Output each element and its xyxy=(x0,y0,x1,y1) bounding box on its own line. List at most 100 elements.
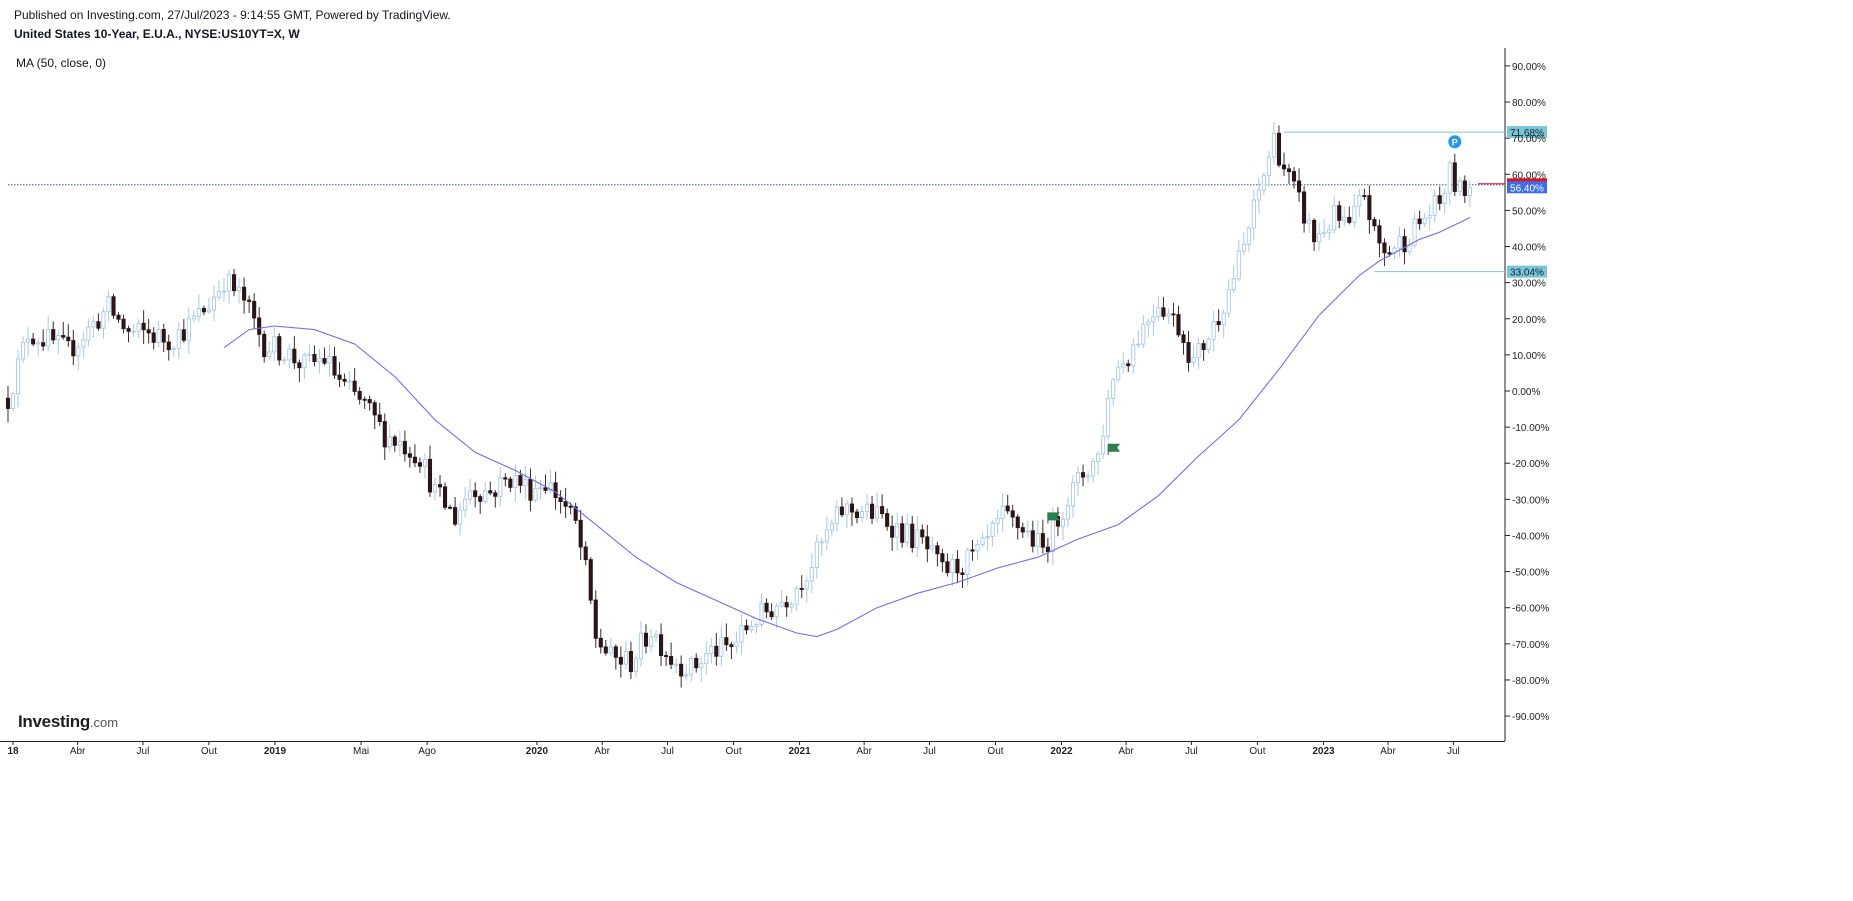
candle xyxy=(734,631,739,654)
candle-body xyxy=(1030,530,1035,547)
candle-body xyxy=(854,511,860,519)
candle-body xyxy=(714,645,719,657)
candle-body xyxy=(1407,244,1412,253)
x-tick-label: Out xyxy=(987,746,1003,757)
candle xyxy=(161,323,166,352)
candle xyxy=(86,318,91,347)
candle-body xyxy=(282,359,287,362)
candle xyxy=(995,510,1000,535)
candle-body xyxy=(915,529,920,548)
candle-body xyxy=(734,641,739,648)
candle-body xyxy=(392,436,397,446)
candle-body xyxy=(488,490,493,494)
candle-body xyxy=(1467,186,1472,196)
price-level: 33.04% xyxy=(1374,265,1547,279)
candle xyxy=(362,396,367,409)
candle-body xyxy=(613,646,618,658)
candle-body xyxy=(528,478,533,501)
candle-body xyxy=(1337,205,1342,221)
candle xyxy=(1111,377,1116,406)
candle xyxy=(297,359,302,383)
candle xyxy=(1417,210,1422,230)
candle xyxy=(1025,520,1030,538)
price-level-label: 71.68% xyxy=(1510,128,1544,139)
candle xyxy=(146,318,151,344)
candle xyxy=(669,642,674,670)
candle xyxy=(849,497,855,527)
candle xyxy=(1131,338,1136,374)
candle-body xyxy=(729,644,734,648)
candle-body xyxy=(191,315,196,320)
candle-body xyxy=(1075,472,1081,484)
candle xyxy=(1332,196,1337,234)
candle xyxy=(659,623,664,666)
candle xyxy=(437,475,443,497)
candle-body xyxy=(1091,461,1096,477)
candle-body xyxy=(302,354,307,369)
candle-body xyxy=(402,441,407,455)
y-tick-label: 0.00% xyxy=(1512,387,1540,398)
x-tick-label: Jul xyxy=(661,746,674,757)
candle xyxy=(1407,237,1412,256)
candle xyxy=(1357,188,1362,218)
candle xyxy=(1276,125,1282,168)
candle-body xyxy=(1261,175,1266,191)
candle xyxy=(76,342,81,371)
candle-body xyxy=(1271,132,1276,158)
candle xyxy=(583,541,588,566)
candles xyxy=(5,121,1472,688)
candle-body xyxy=(1221,312,1226,326)
candle-body xyxy=(1060,518,1065,527)
candle xyxy=(136,319,141,339)
candle xyxy=(478,494,483,514)
candle xyxy=(1266,150,1271,187)
x-tick-label: 2023 xyxy=(1312,746,1335,757)
candle-body xyxy=(106,296,111,313)
candle xyxy=(799,575,804,598)
candle-body xyxy=(1151,316,1156,323)
candle-body xyxy=(608,646,613,654)
candle-body xyxy=(76,346,81,357)
candle xyxy=(1070,475,1076,518)
candle-body xyxy=(834,506,839,524)
candle xyxy=(1156,296,1161,322)
candle xyxy=(36,338,41,357)
candle xyxy=(960,567,965,588)
candle xyxy=(1281,152,1287,176)
candle-body xyxy=(1327,229,1332,234)
candle xyxy=(166,334,171,361)
candle xyxy=(719,625,724,667)
candle-body xyxy=(443,486,448,508)
candle-body xyxy=(206,309,211,313)
candle xyxy=(965,547,970,587)
candle xyxy=(1236,239,1241,282)
logo-suffix: .com xyxy=(89,715,119,730)
candle xyxy=(186,307,191,354)
candle-body xyxy=(1452,162,1457,192)
candle xyxy=(784,595,789,617)
ma-value-tag-bg xyxy=(1507,181,1547,194)
candle xyxy=(463,487,468,518)
candle xyxy=(61,321,66,340)
candle xyxy=(1251,189,1256,240)
candle xyxy=(1447,160,1452,205)
candle-body xyxy=(1121,363,1126,368)
candle-body xyxy=(61,335,66,338)
candle-body xyxy=(1372,219,1377,227)
candle xyxy=(895,512,900,551)
candle-body xyxy=(432,484,438,493)
candle xyxy=(970,540,975,561)
candle-body xyxy=(382,421,387,448)
candle xyxy=(819,537,824,557)
candle-body xyxy=(317,358,322,363)
candle-body xyxy=(895,523,900,538)
candle xyxy=(1397,227,1402,258)
candle-body xyxy=(1055,516,1060,527)
candle-body xyxy=(1025,530,1030,533)
y-tick-label: -30.00% xyxy=(1512,495,1549,506)
candle xyxy=(221,277,227,302)
candle-body xyxy=(463,498,468,511)
candle-body xyxy=(653,634,659,638)
chart-title: United States 10-Year, E.U.A., NYSE:US10… xyxy=(14,27,300,41)
